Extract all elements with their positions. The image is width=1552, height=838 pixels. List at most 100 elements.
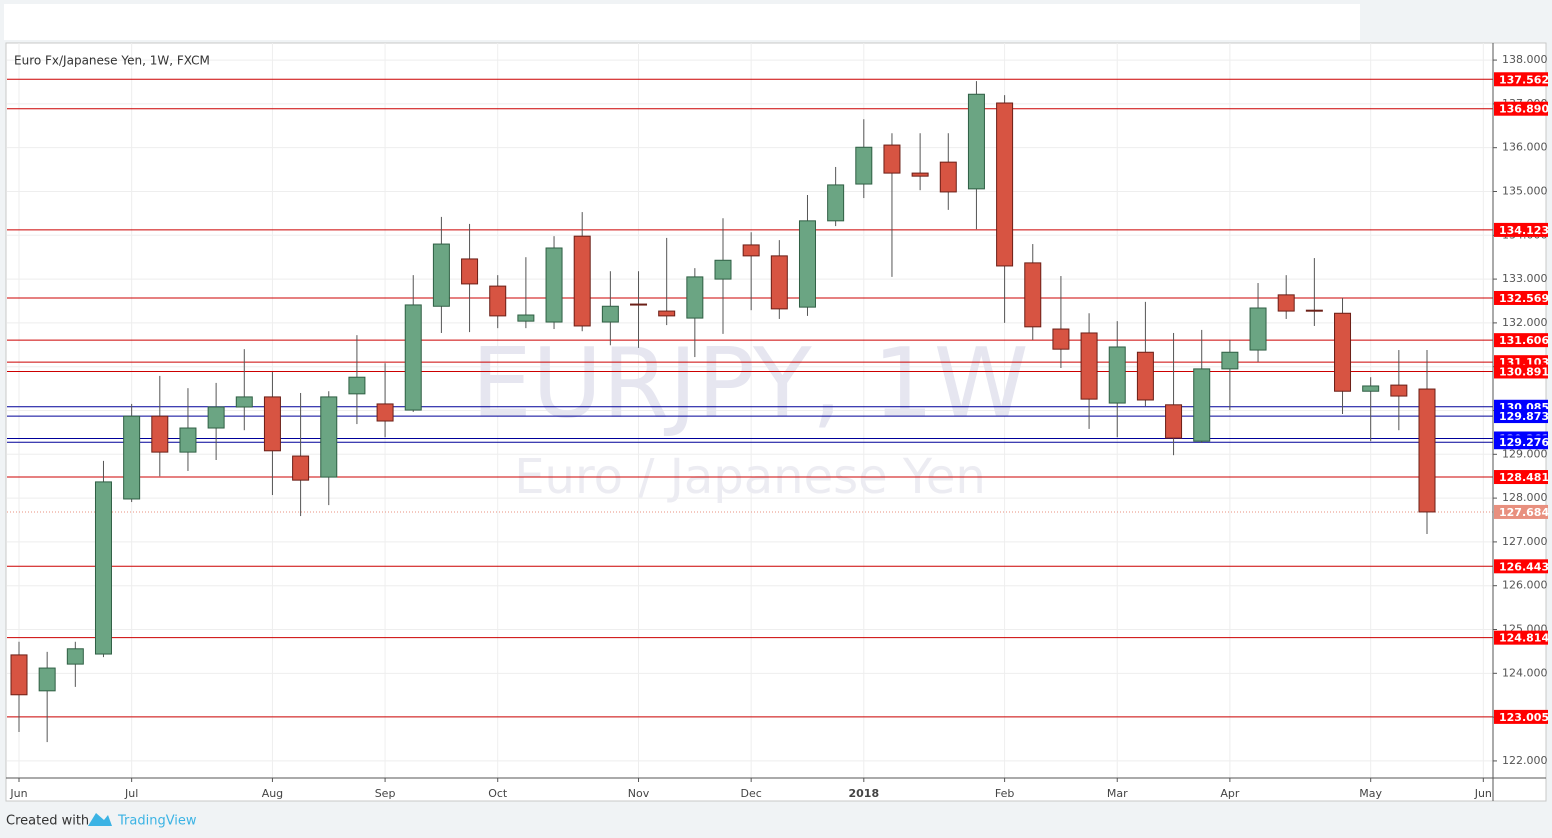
level-label-bg <box>1494 630 1548 645</box>
x-tick-label: Apr <box>1220 787 1240 800</box>
y-tick-label: 126.000 <box>1502 579 1548 592</box>
candle-body <box>967 93 985 190</box>
candle-body <box>1193 368 1211 442</box>
y-tick-label: 135.000 <box>1502 184 1548 197</box>
candle-body <box>1418 388 1436 513</box>
footer-text: Created with <box>6 814 89 829</box>
grid <box>7 43 1493 778</box>
level-label-bg <box>1494 435 1548 450</box>
level-label: 130.891 <box>1499 365 1549 378</box>
x-tick-label: Jun <box>1474 787 1492 800</box>
x-tick-label: Nov <box>628 787 650 800</box>
candle-body <box>263 396 281 452</box>
candle-body <box>207 406 225 429</box>
level-label: 129.276 <box>1499 436 1549 449</box>
chart-panel <box>5 42 1547 802</box>
candle-body <box>1334 312 1352 392</box>
candle-body <box>545 247 563 323</box>
last-price-label: 127.684 <box>1499 506 1549 519</box>
candle-body <box>38 667 56 692</box>
candle-body <box>1165 404 1183 439</box>
candle-body <box>1108 346 1126 404</box>
x-tick-label: Feb <box>995 787 1014 800</box>
level-label-bg <box>1494 470 1548 485</box>
x-tick-label: Dec <box>741 787 762 800</box>
candle-body <box>123 415 141 500</box>
candle-body <box>151 415 169 453</box>
candle-body <box>827 184 845 222</box>
level-label-bg <box>1494 709 1548 724</box>
candle-body <box>714 259 732 280</box>
level-label: 136.890 <box>1499 103 1549 116</box>
candle-body <box>1080 332 1098 400</box>
y-tick-label: 136.000 <box>1502 141 1548 154</box>
candle-body <box>320 396 338 478</box>
candle-body <box>798 220 816 308</box>
x-tick-label: Aug <box>262 787 283 800</box>
candle-body <box>292 455 310 481</box>
candle-body <box>1305 309 1323 312</box>
footer-brand[interactable]: TradingView <box>117 814 197 829</box>
level-label: 128.481 <box>1499 471 1549 484</box>
level-label-bg <box>1494 333 1548 348</box>
level-label-bg <box>1494 559 1548 574</box>
candle-body <box>376 403 394 422</box>
candle-body <box>996 102 1014 267</box>
level-label-bg <box>1494 409 1548 424</box>
watermark: EURJPY, 1W <box>471 327 1028 439</box>
level-label: 134.123 <box>1499 224 1549 237</box>
candle-body <box>235 396 253 408</box>
x-tick-label: Mar <box>1107 787 1128 800</box>
x-tick-label: Sep <box>375 787 396 800</box>
level-label: 124.814 <box>1499 632 1549 645</box>
level-label: 131.606 <box>1499 334 1549 347</box>
candle-body <box>461 258 479 285</box>
x-tick-label: May <box>1359 787 1382 800</box>
y-tick-label: 133.000 <box>1502 272 1548 285</box>
candle-body <box>883 144 901 174</box>
candle-body <box>432 243 450 307</box>
level-label-bg <box>1494 101 1548 116</box>
y-tick-label: 128.000 <box>1502 491 1548 504</box>
candle-body <box>94 481 112 655</box>
level-label-bg <box>1494 222 1548 237</box>
candle-body <box>855 146 873 185</box>
candle-body <box>1221 351 1239 370</box>
y-tick-label: 132.000 <box>1502 316 1548 329</box>
level-label: 126.443 <box>1499 560 1549 573</box>
toolbar <box>4 4 1360 40</box>
x-tick-label: Jul <box>124 787 138 800</box>
x-tick-label: Jun <box>9 787 27 800</box>
candle-body <box>911 172 929 177</box>
candle-body <box>1362 385 1380 392</box>
x-tick-label: 2018 <box>848 787 879 800</box>
levels <box>7 78 1493 718</box>
x-tick-label: Oct <box>488 787 508 800</box>
level-label-bg <box>1494 290 1548 305</box>
y-tick-label: 129.000 <box>1502 447 1548 460</box>
candle-body <box>517 314 535 322</box>
chart-title: Euro Fx/Japanese Yen, 1W, FXCM <box>14 54 210 68</box>
candle-body <box>489 285 507 317</box>
y-tick-label: 122.000 <box>1502 754 1548 767</box>
level-label: 132.569 <box>1499 292 1549 305</box>
brand-logo <box>88 813 112 826</box>
candle-body <box>630 303 648 306</box>
candle-body <box>1024 262 1042 328</box>
candle-body <box>1249 307 1267 351</box>
candle-body <box>658 310 676 317</box>
level-label-bg <box>1494 72 1548 87</box>
candle-body <box>1136 351 1154 401</box>
y-tick-label: 127.000 <box>1502 535 1548 548</box>
candle-body <box>66 648 84 665</box>
candle-body <box>601 305 619 323</box>
candle-body <box>770 255 788 310</box>
candle-body <box>686 276 704 319</box>
x-axis-labels: Jun Jul Aug Sep Oct Nov Dec 2018 Feb Mar Apr May Jun <box>9 778 1492 800</box>
candle-body <box>1052 328 1070 350</box>
candle-body <box>1390 384 1408 397</box>
candle-body <box>939 161 957 193</box>
y-tick-label: 138.000 <box>1502 53 1548 66</box>
last-price-bg <box>1494 504 1548 519</box>
